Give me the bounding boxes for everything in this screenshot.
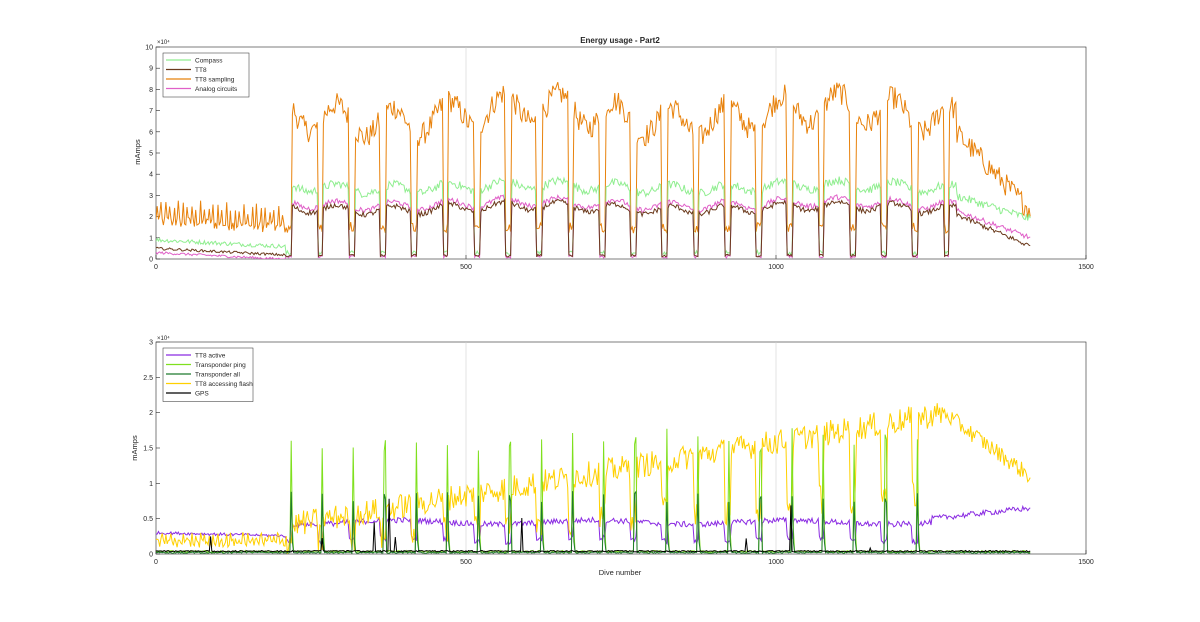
legend-entry: TT8 sampling — [195, 76, 235, 83]
power-components-axes: ×10⁴ mAmps Dive number 0 500 1000 1500 0 0.5 1… — [130, 335, 1094, 577]
y-tick-label: 10 — [145, 45, 153, 52]
y-exponent-label: ×10⁴ — [157, 335, 170, 342]
series-line-tt8 — [156, 198, 1031, 258]
legend: TT8 active Transponder ping Transponder al… — [162, 347, 254, 402]
y-tick-label: 1 — [149, 235, 153, 242]
y-tick-label: 6 — [149, 129, 153, 136]
y-tick-label: 9 — [149, 66, 153, 73]
legend-entry: TT8 — [195, 67, 207, 74]
y-tick-label: 2 — [149, 214, 153, 221]
y-tick-label: 0.5 — [143, 516, 153, 523]
x-tick-label: 500 — [460, 264, 472, 271]
legend-entry: GPS — [195, 390, 209, 397]
legend-entry: TT8 accessing flash — [195, 381, 253, 388]
y-axis-label: mAmps — [130, 435, 139, 461]
y-tick-label: 2 — [149, 410, 153, 417]
y-tick-label: 3 — [149, 193, 153, 200]
legend: Compass TT8 TT8 sampling Analog circuits — [162, 52, 250, 98]
legend-entry: Transponder all — [195, 371, 240, 378]
x-tick-label: 1000 — [768, 264, 784, 271]
legend-entry: Analog circuits — [195, 86, 238, 93]
series-line-transponder-all — [156, 490, 1031, 554]
plot-area — [155, 46, 1087, 260]
y-tick-label: 7 — [149, 108, 153, 115]
series-line-compass — [156, 176, 1031, 256]
x-axis-label: Dive number — [599, 568, 642, 577]
x-tick-label: 1500 — [1078, 264, 1094, 271]
y-tick-label: 8 — [149, 87, 153, 94]
x-tick-label: 500 — [460, 559, 472, 566]
y-tick-label: 1.5 — [143, 446, 153, 453]
x-tick-label: 1000 — [768, 559, 784, 566]
series-lines — [156, 82, 1031, 259]
x-tick-label: 1500 — [1078, 559, 1094, 566]
legend-entry: TT8 active — [195, 352, 226, 359]
y-tick-label: 3 — [149, 340, 153, 347]
series-line-analog-circuits — [156, 194, 1031, 259]
x-tick-label: 0 — [154, 559, 158, 566]
y-tick-label: 0 — [149, 257, 153, 264]
x-tick-label: 0 — [154, 264, 158, 271]
chart-title: Energy usage - Part2 — [580, 36, 660, 45]
y-tick-label: 0 — [149, 552, 153, 559]
y-exponent-label: ×10⁴ — [157, 39, 170, 46]
y-tick-label: 1 — [149, 481, 153, 488]
y-tick-label: 2.5 — [143, 375, 153, 382]
legend-entry: Transponder ping — [195, 362, 246, 369]
y-tick-label: 4 — [149, 172, 153, 179]
legend-entry: Compass — [195, 57, 223, 64]
series-line-gps — [156, 498, 1031, 553]
series-lines — [156, 403, 1031, 554]
y-tick-label: 5 — [149, 151, 153, 158]
energy-usage-axes: Energy usage - Part2 ×10⁴ mAmps 0 500 1000… — [133, 36, 1094, 271]
y-axis-label: mAmps — [133, 139, 142, 165]
series-line-tt8-sampling — [156, 82, 1031, 234]
